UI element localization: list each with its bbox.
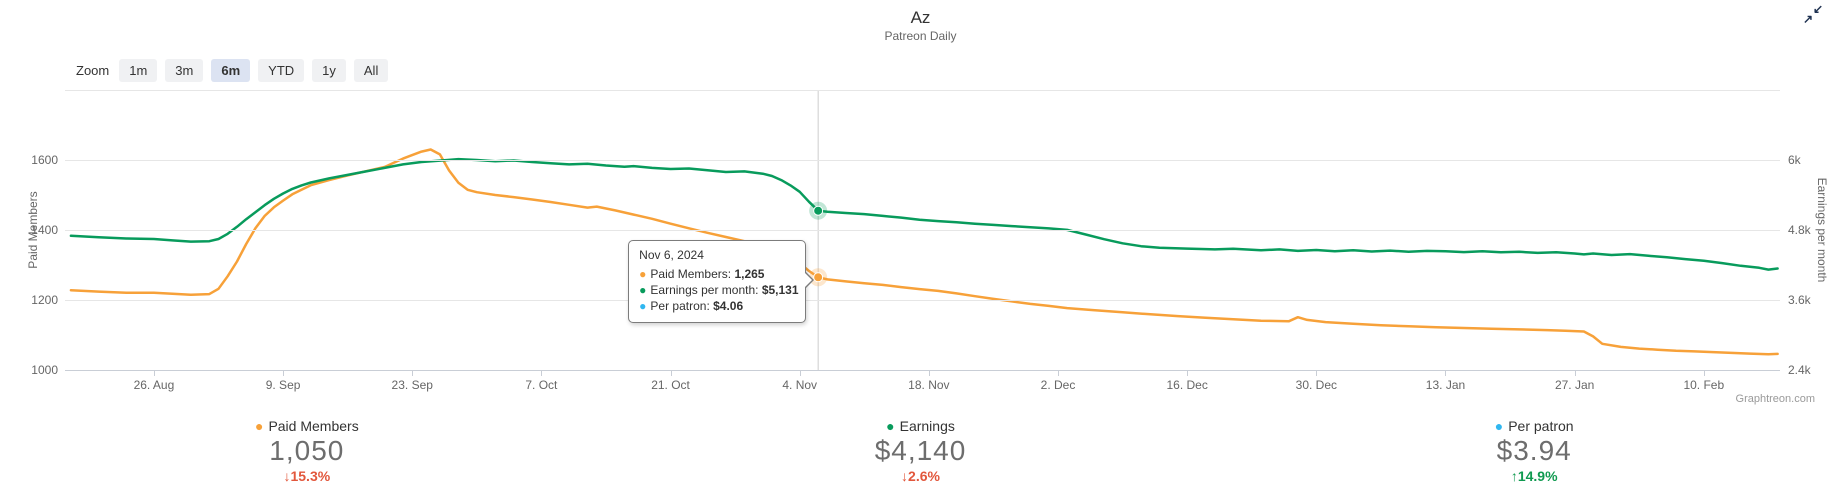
stat-change: ↓2.6% xyxy=(901,468,940,484)
stat-label: ● Paid Members xyxy=(254,418,359,434)
x-axis-tick-label: 23. Sep xyxy=(391,378,433,392)
x-axis-tick-label: 30. Dec xyxy=(1295,378,1337,392)
stat-earnings: ● Earnings $4,140 ↓2.6% xyxy=(614,418,1228,484)
x-axis-tick-mark xyxy=(1187,370,1189,376)
stat-label: ● Earnings xyxy=(886,418,955,434)
x-axis-tick-mark xyxy=(153,370,155,376)
x-axis-tick-label: 9. Sep xyxy=(265,378,301,392)
arrow-up-right-icon: ↗ xyxy=(1803,12,1814,26)
x-axis-tick-mark xyxy=(1445,370,1447,376)
tooltip-row: ● Paid Members: 1,265 xyxy=(639,267,765,282)
zoom-range-1m[interactable]: 1m xyxy=(119,59,158,82)
trend-arrow-icon: ↓ xyxy=(901,468,909,484)
y-axis-tick-label-right: 4.8k xyxy=(1788,223,1811,237)
zoom-toolbar: Zoom 1m 3m 6m YTD 1y All xyxy=(76,59,389,82)
series-bullet-icon: ● xyxy=(886,418,895,434)
gridline xyxy=(65,300,1780,301)
series-bullet-icon: ● xyxy=(1494,418,1504,434)
y-axis-tick-label-left: 1200 xyxy=(31,293,58,307)
y-axis-title-right: Earnings per month xyxy=(1815,177,1829,283)
tooltip-row: ● Earnings per month: $5,131 xyxy=(639,283,799,298)
stat-per-patron: ● Per patron $3.94 ↑14.9% xyxy=(1227,418,1841,484)
x-axis-tick-mark xyxy=(412,370,414,376)
x-axis-tick-label: 21. Oct xyxy=(651,378,690,392)
zoom-range-all[interactable]: All xyxy=(353,59,389,82)
zoom-label: Zoom xyxy=(76,63,110,78)
x-axis-tick-label: 2. Dec xyxy=(1040,378,1076,392)
x-axis-tick-label: 16. Dec xyxy=(1166,378,1208,392)
collapse-icon[interactable]: ↙ ↗ xyxy=(1803,2,1823,26)
stat-value: $3.94 xyxy=(1496,435,1572,466)
stat-value: 1,050 xyxy=(269,435,345,466)
stat-paid-members: ● Paid Members 1,050 ↓15.3% xyxy=(0,418,614,484)
x-axis-tick-mark xyxy=(1703,370,1705,376)
x-axis-tick-label: 27. Jan xyxy=(1554,378,1595,392)
x-axis-tick-label: 7. Oct xyxy=(525,378,558,392)
summary-stats: ● Paid Members 1,050 ↓15.3% ● Earnings $4,… xyxy=(0,418,1841,484)
x-axis-tick-mark xyxy=(1058,370,1060,376)
series-bullet-icon: ● xyxy=(639,299,647,314)
gridline xyxy=(65,160,1780,161)
x-axis-tick-mark xyxy=(928,370,930,376)
chart-tooltip: Nov 6, 2024 ● Paid Members: 1,265 ● Earning… xyxy=(628,240,815,324)
zoom-range-6m[interactable]: 6m xyxy=(211,59,251,82)
series-bullet-icon: ● xyxy=(254,418,264,434)
stat-change: ↓15.3% xyxy=(283,468,331,484)
x-axis-tick-label: 13. Jan xyxy=(1425,378,1466,392)
x-axis-tick-label: 10. Feb xyxy=(1683,378,1725,392)
trend-arrow-icon: ↑ xyxy=(1510,468,1518,484)
marker-point xyxy=(813,272,824,283)
gridline xyxy=(65,230,1780,231)
y-axis-tick-label-right: 6k xyxy=(1788,153,1801,167)
series-line-earnings-per-month xyxy=(69,157,1779,271)
x-axis-tick-mark xyxy=(799,370,801,376)
x-axis-tick-mark xyxy=(670,370,672,376)
marker-point xyxy=(813,205,824,216)
x-axis-tick-mark xyxy=(283,370,285,376)
x-axis-tick-mark xyxy=(1316,370,1318,376)
x-axis-tick-label: 4. Nov xyxy=(782,378,818,392)
stat-change: ↑14.9% xyxy=(1510,468,1558,484)
stat-value: $4,140 xyxy=(874,435,967,466)
y-axis-tick-label-left: 1600 xyxy=(31,153,58,167)
y-axis-tick-label-left: 1400 xyxy=(31,223,58,237)
watermark: Graphtreon.com xyxy=(1735,393,1815,405)
y-axis-tick-label-right: 2.4k xyxy=(1788,363,1811,377)
gridline xyxy=(65,370,1780,371)
tooltip-date: Nov 6, 2024 xyxy=(639,248,704,263)
series-bullet-icon: ● xyxy=(639,283,647,298)
zoom-range-1y[interactable]: 1y xyxy=(312,59,346,82)
page-subtitle: Patreon Daily xyxy=(884,29,957,43)
series-bullet-icon: ● xyxy=(639,267,647,282)
x-axis-tick-label: 18. Nov xyxy=(908,378,950,392)
zoom-range-3m[interactable]: 3m xyxy=(165,59,204,82)
x-axis-tick-label: 26. Aug xyxy=(133,378,175,392)
zoom-range-ytd[interactable]: YTD xyxy=(258,59,305,82)
page-title: Az xyxy=(910,8,931,27)
trend-arrow-icon: ↓ xyxy=(283,468,291,484)
stat-label: ● Per patron xyxy=(1494,418,1574,434)
tooltip-row: ● Per patron: $4.06 xyxy=(639,299,744,314)
y-axis-tick-label-right: 3.6k xyxy=(1788,293,1811,307)
gridline xyxy=(65,90,1780,91)
y-axis-tick-label-left: 1000 xyxy=(31,363,58,377)
x-axis-tick-mark xyxy=(541,370,543,376)
x-axis-tick-mark xyxy=(1574,370,1576,376)
arrow-down-left-icon: ↙ xyxy=(1812,2,1823,16)
